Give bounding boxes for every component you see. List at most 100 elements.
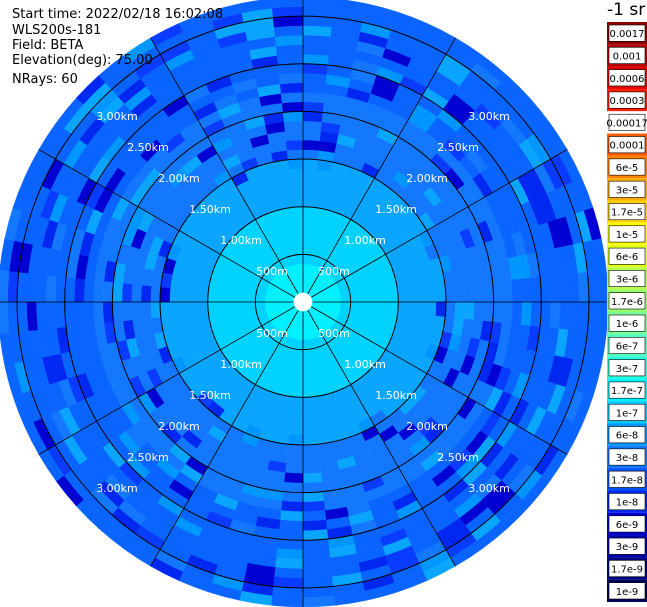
ppi-cell — [197, 301, 209, 314]
ppi-cell — [454, 301, 466, 320]
ppi-cell — [291, 396, 304, 408]
ppi-cell — [302, 92, 326, 104]
ppi-cell — [112, 281, 124, 303]
colorbar-label-box — [608, 470, 646, 488]
ppi-cell — [285, 453, 304, 465]
nrays-label: NRays: — [12, 72, 58, 87]
start-time-line: Start time: 2022/02/18 16:02:08 — [12, 7, 223, 22]
ppi-cell — [280, 92, 304, 104]
azimuth-spokes — [0, 0, 607, 607]
ppi-cell — [302, 434, 319, 446]
ppi-cell — [140, 284, 152, 303]
ppi-cell — [369, 301, 380, 311]
ppi-cell — [197, 290, 209, 303]
ppi-cell — [274, 34, 304, 47]
ppi-cell — [302, 491, 325, 503]
ppi-cell — [302, 453, 321, 465]
ppi-cell — [302, 101, 325, 113]
ppi-cell — [492, 301, 504, 324]
ppi-cell — [236, 301, 247, 310]
elevation-label: Elevation(deg): — [12, 53, 112, 68]
ppi-cell — [270, 595, 304, 607]
range-ring-label: 1.50km — [189, 389, 231, 402]
colorbar-label-box — [608, 560, 646, 577]
colorbar-label-box — [608, 47, 646, 64]
colorbar-tick-label: 1.7e-7 — [611, 386, 643, 397]
ppi-cell — [16, 301, 29, 333]
colorbar-tick-label: 1.7e-9 — [611, 565, 643, 576]
ppi-cell — [350, 295, 361, 303]
ppi-cell — [359, 294, 370, 303]
colorbar-units: -1 sr — [607, 0, 646, 20]
ppi-cell — [302, 206, 314, 217]
ppi-cell — [271, 0, 304, 9]
ppi-cell — [501, 301, 513, 325]
start-time-value: 2022/02/18 16:02:08 — [85, 7, 224, 22]
instrument-name: WLS200s-181 — [12, 23, 102, 38]
range-ring-label: 2.00km — [158, 420, 200, 433]
ppi-cell — [520, 301, 532, 327]
ppi-cell — [278, 519, 304, 531]
ppi-cell — [239, 0, 273, 14]
ppi-cell — [302, 15, 334, 28]
colorbar-label-box — [608, 448, 646, 466]
ppi-cell — [302, 196, 315, 208]
colorbar-label-box — [608, 24, 646, 42]
ppi-cell — [290, 406, 304, 417]
ppi-cell — [207, 301, 218, 313]
colorbar-label-box — [608, 426, 646, 444]
colorbar-tick-label: 3e-9 — [616, 542, 639, 553]
colorbar-tick-label: 6e-6 — [616, 252, 639, 263]
ppi-cell — [388, 301, 399, 313]
ppi-cell — [302, 519, 328, 531]
colorbar-label-box — [608, 136, 646, 154]
ppi-cell — [378, 301, 389, 312]
ppi-cell — [74, 277, 86, 303]
colorbar-tick-label: 1.7e-8 — [611, 475, 643, 486]
ppi-cell — [302, 425, 318, 436]
colorbar-label-box — [608, 203, 646, 221]
ppi-cell — [292, 387, 304, 398]
range-ring-label: 500m — [256, 327, 288, 340]
ppi-cell — [121, 301, 133, 322]
ppi-cell — [279, 82, 304, 94]
colorbar-label-box — [608, 359, 646, 377]
colorbar-tick-label: 3e-7 — [616, 364, 639, 375]
ppi-cell — [284, 130, 304, 142]
colorbar-tick-label: 6e-7 — [616, 341, 639, 352]
range-ring-label: 1.00km — [220, 358, 262, 371]
ppi-cell — [596, 269, 607, 303]
ppi-cell — [511, 278, 523, 303]
ppi-cell — [102, 280, 114, 303]
ppi-cell — [463, 301, 475, 321]
ppi-cell — [302, 557, 332, 570]
ppi-cell — [217, 292, 228, 303]
ppi-cell — [388, 291, 399, 303]
ppi-cell — [302, 377, 313, 388]
ppi-cell — [302, 415, 317, 427]
ppi-cell — [112, 301, 124, 323]
ppi-cell — [302, 576, 334, 589]
range-ring-label: 2.50km — [127, 141, 169, 154]
ppi-cell — [340, 296, 351, 303]
colorbar-tick-label: 3e-5 — [616, 185, 639, 196]
colorbar-tick-label: 6e-9 — [616, 520, 639, 531]
colorbar-tick-label: 1e-9 — [616, 587, 639, 598]
range-ring-label: 1.00km — [220, 234, 262, 247]
colorbar-tick-label: 1e-8 — [616, 498, 639, 509]
ppi-cell — [255, 301, 266, 308]
ppi-cell — [131, 301, 143, 321]
ppi-cell — [302, 510, 327, 522]
colorbar-label-box — [608, 292, 646, 310]
colorbar-label-box — [608, 69, 646, 87]
ppi-cell — [444, 301, 456, 319]
ppi-cell — [217, 301, 228, 312]
ppi-cell — [287, 434, 304, 446]
ppi-cell — [435, 286, 447, 303]
ppi-cell — [302, 177, 317, 189]
azimuth-spoke — [38, 149, 295, 298]
ppi-cell — [416, 301, 428, 316]
colorbar-label-box — [608, 270, 646, 287]
ppi-cell — [377, 283, 389, 295]
ppi-cell — [397, 301, 409, 314]
